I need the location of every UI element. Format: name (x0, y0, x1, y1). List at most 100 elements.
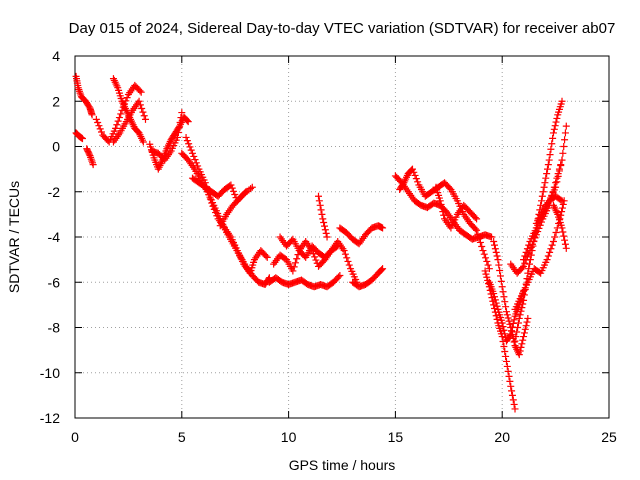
data-point (490, 290, 498, 298)
data-point (515, 351, 523, 359)
data-point-fill (491, 241, 499, 249)
data-point-fill (209, 202, 217, 210)
data-point-fill (187, 146, 195, 154)
x-tick-label: 15 (388, 429, 404, 445)
data-point-fill (378, 266, 386, 274)
data-point-fill (510, 338, 518, 346)
data-point-fill (500, 326, 508, 334)
data-series (72, 129, 86, 143)
data-point-fill (85, 150, 93, 158)
data-point-fill (414, 178, 422, 186)
data-point (248, 183, 256, 191)
data-point-fill (523, 245, 531, 253)
data-point (178, 109, 186, 117)
data-point-fill (475, 234, 483, 242)
y-tick-label: -8 (48, 320, 61, 336)
data-point-fill (136, 87, 144, 95)
y-tick-label: -2 (48, 184, 61, 200)
data-point-fill (516, 347, 524, 355)
data-point-fill (247, 185, 255, 193)
data-point-fill (412, 175, 420, 183)
data-point-fill (518, 304, 526, 312)
data-series (520, 122, 570, 264)
data-point (408, 165, 416, 173)
data-point-fill (474, 230, 482, 238)
data-point-fill (113, 121, 121, 129)
data-point (511, 405, 519, 413)
data-point (184, 118, 192, 126)
data-point (524, 269, 532, 277)
data-point-fill (437, 200, 445, 208)
data-series (109, 97, 149, 146)
data-series (532, 192, 566, 227)
data-point (182, 133, 190, 141)
data-point (507, 324, 515, 331)
data-point (436, 197, 444, 205)
data-point-fill (559, 228, 567, 236)
data-point-fill (231, 190, 239, 198)
data-series (182, 133, 271, 277)
data-point (263, 253, 271, 261)
data-point (520, 333, 528, 341)
data-point-fill (136, 101, 144, 109)
x-tick-label: 0 (71, 429, 79, 445)
data-point-fill (94, 119, 102, 127)
data-point-fill (561, 240, 569, 248)
data-point-fill (228, 184, 236, 192)
x-tick-label: 5 (178, 429, 186, 445)
data-point-fill (315, 197, 323, 205)
data-point (315, 192, 323, 200)
data-series (336, 222, 387, 248)
data-point-fill (561, 136, 569, 144)
data-point (520, 256, 528, 264)
data-point-fill (115, 114, 123, 122)
data-point-fill (499, 323, 507, 331)
data-point-fill (505, 317, 513, 325)
data-point-fill (558, 208, 566, 216)
data-point-fill (213, 212, 221, 220)
data-series (265, 271, 344, 291)
data-point (498, 283, 506, 291)
data-point (78, 135, 86, 143)
data-point-fill (505, 372, 513, 380)
data-point-fill (503, 362, 511, 370)
data-point (135, 97, 143, 105)
data-point (543, 256, 551, 264)
data-series (511, 197, 568, 313)
data-point-fill (520, 329, 528, 337)
data-point-fill (139, 108, 147, 116)
data-point-fill (183, 117, 191, 125)
data-point-fill (514, 319, 522, 327)
data-point-fill (186, 143, 194, 151)
chart-title: Day 015 of 2024, Sidereal Day-to-day VTE… (69, 20, 616, 37)
data-point (502, 357, 510, 365)
data-point (558, 97, 566, 105)
data-point-fill (438, 204, 446, 212)
data-point (558, 197, 566, 205)
data-point-fill (510, 400, 518, 408)
data-point-fill (491, 245, 499, 253)
data-point-fill (516, 311, 524, 319)
data-point-fill (518, 264, 526, 272)
data-point-fill (548, 140, 556, 148)
data-point-fill (502, 303, 510, 311)
axis-ticks: 0 5 10 15 20 25 -12 -10 -8 -6 -4 -2 0 2 4 (40, 48, 617, 445)
data-point (541, 179, 549, 187)
data-point-fill (547, 245, 555, 253)
data-point-fill (97, 128, 105, 136)
data-point (562, 244, 570, 252)
data-point-fill (559, 200, 567, 208)
data-point-fill (538, 197, 546, 205)
data-point-fill (508, 327, 516, 335)
data-point (379, 224, 387, 232)
data-point (494, 256, 502, 264)
data-point-fill (410, 168, 418, 176)
data-point (208, 199, 216, 207)
data-point-fill (191, 156, 199, 164)
data-point-fill (547, 145, 555, 153)
data-point-fill (496, 266, 504, 274)
data-point (507, 382, 515, 390)
data-series (511, 97, 566, 345)
data-point (379, 265, 387, 273)
data-point (545, 156, 553, 164)
